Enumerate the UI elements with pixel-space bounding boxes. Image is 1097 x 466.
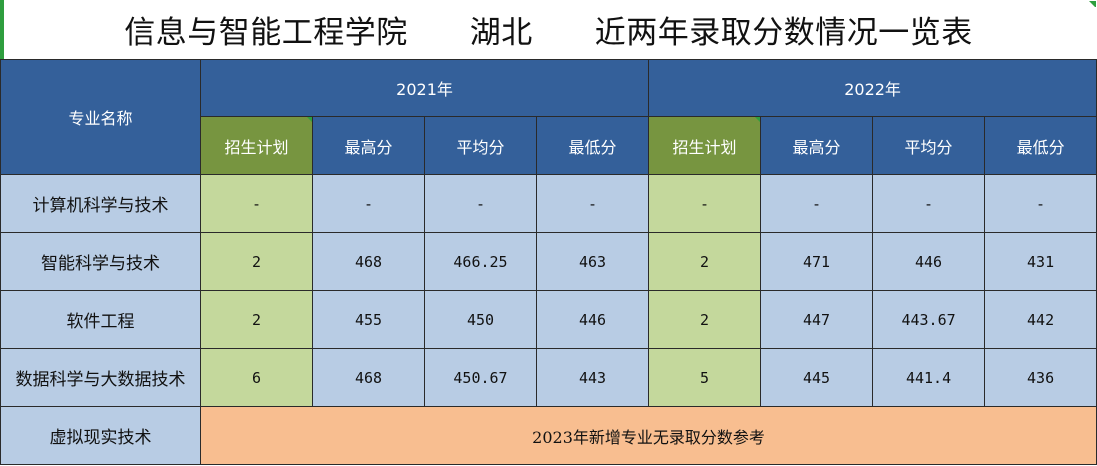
new-major-note-cell[interactable]: 2023年新增专业无录取分数参考 [199,406,1097,465]
cell-comment-marker [1089,1,1096,8]
plan-2021-cell[interactable]: 6 [200,348,313,407]
header-2021-min[interactable]: 最低分 [535,116,650,175]
min-2022-cell[interactable]: - [984,174,1097,233]
min-2021-cell[interactable]: 443 [535,348,650,407]
year-2022-header[interactable]: 2022年 [648,59,1097,117]
major-name-cell[interactable]: 计算机科学与技术 [0,174,201,233]
table-row: 计算机科学与技术 - - - - - - - - [0,174,1097,233]
plan-2021-cell[interactable]: - [200,174,313,233]
major-name-header[interactable]: 专业名称 [0,59,201,175]
header-row-metrics: 招生计划 最高分 平均分 最低分 招生计划 最高分 平均分 最低分 [1,116,1097,175]
header-2021-plan[interactable]: 招生计划 [200,116,313,175]
max-2021-cell[interactable]: 455 [312,290,425,349]
max-2022-cell[interactable]: 447 [760,290,874,349]
header-row-years: 专业名称 2021年 2022年 [0,59,1097,175]
row-marker [0,0,4,59]
min-2022-cell[interactable]: 436 [984,348,1097,407]
page-title: 信息与智能工程学院 湖北 近两年录取分数情况一览表 [0,0,1097,59]
year-2021-header[interactable]: 2021年 [199,59,650,117]
avg-2022-cell[interactable]: - [872,174,986,233]
avg-2021-cell[interactable]: 466.25 [424,232,537,291]
max-2022-cell[interactable]: 445 [760,348,874,407]
plan-2022-cell[interactable]: - [648,174,762,233]
plan-2021-cell[interactable]: 2 [200,290,313,349]
avg-2022-cell[interactable]: 443.67 [872,290,986,349]
title-subject: 近两年录取分数情况一览表 [594,15,973,51]
max-2021-cell[interactable]: - [312,174,425,233]
plan-2022-cell[interactable]: 2 [648,232,762,291]
title-province: 湖北 [469,15,533,51]
major-name-cell[interactable]: 智能科学与技术 [0,232,201,291]
header-2022-max[interactable]: 最高分 [760,116,874,175]
max-2022-cell[interactable]: - [760,174,874,233]
plan-2022-cell[interactable]: 5 [648,348,762,407]
avg-2021-cell[interactable]: 450.67 [424,348,537,407]
major-name-cell[interactable]: 软件工程 [0,290,201,349]
avg-2021-cell[interactable]: 450 [424,290,537,349]
header-2021-avg[interactable]: 平均分 [424,116,537,175]
avg-2021-cell[interactable]: - [424,174,537,233]
max-2021-cell[interactable]: 468 [312,232,425,291]
header-2021-max[interactable]: 最高分 [312,116,425,175]
header-2022-min[interactable]: 最低分 [984,116,1097,175]
title-college: 信息与智能工程学院 [124,15,408,51]
avg-2022-cell[interactable]: 441.4 [872,348,986,407]
min-2021-cell[interactable]: - [535,174,650,233]
header-2022-avg[interactable]: 平均分 [872,116,986,175]
min-2021-cell[interactable]: 446 [535,290,650,349]
header-2022-plan[interactable]: 招生计划 [648,116,762,175]
plan-2021-cell[interactable]: 2 [200,232,313,291]
max-2022-cell[interactable]: 471 [760,232,874,291]
table-row: 软件工程 2 455 450 446 2 447 443.67 442 [0,290,1097,349]
table-row: 数据科学与大数据技术 6 468 450.67 443 5 445 441.4 … [0,348,1097,407]
min-2021-cell[interactable]: 463 [535,232,650,291]
table-row-new-major: 虚拟现实技术 2023年新增专业无录取分数参考 [0,406,1097,465]
min-2022-cell[interactable]: 442 [984,290,1097,349]
major-name-cell[interactable]: 虚拟现实技术 [0,406,201,465]
max-2021-cell[interactable]: 468 [312,348,425,407]
major-name-cell[interactable]: 数据科学与大数据技术 [0,348,201,407]
table-row: 智能科学与技术 2 468 466.25 463 2 471 446 431 [0,232,1097,291]
min-2022-cell[interactable]: 431 [984,232,1097,291]
admission-score-table: 专业名称 2021年 2022年 招生计划 最高分 平均分 最低分 招生计划 最… [0,59,1097,465]
plan-2022-cell[interactable]: 2 [648,290,762,349]
avg-2022-cell[interactable]: 446 [872,232,986,291]
